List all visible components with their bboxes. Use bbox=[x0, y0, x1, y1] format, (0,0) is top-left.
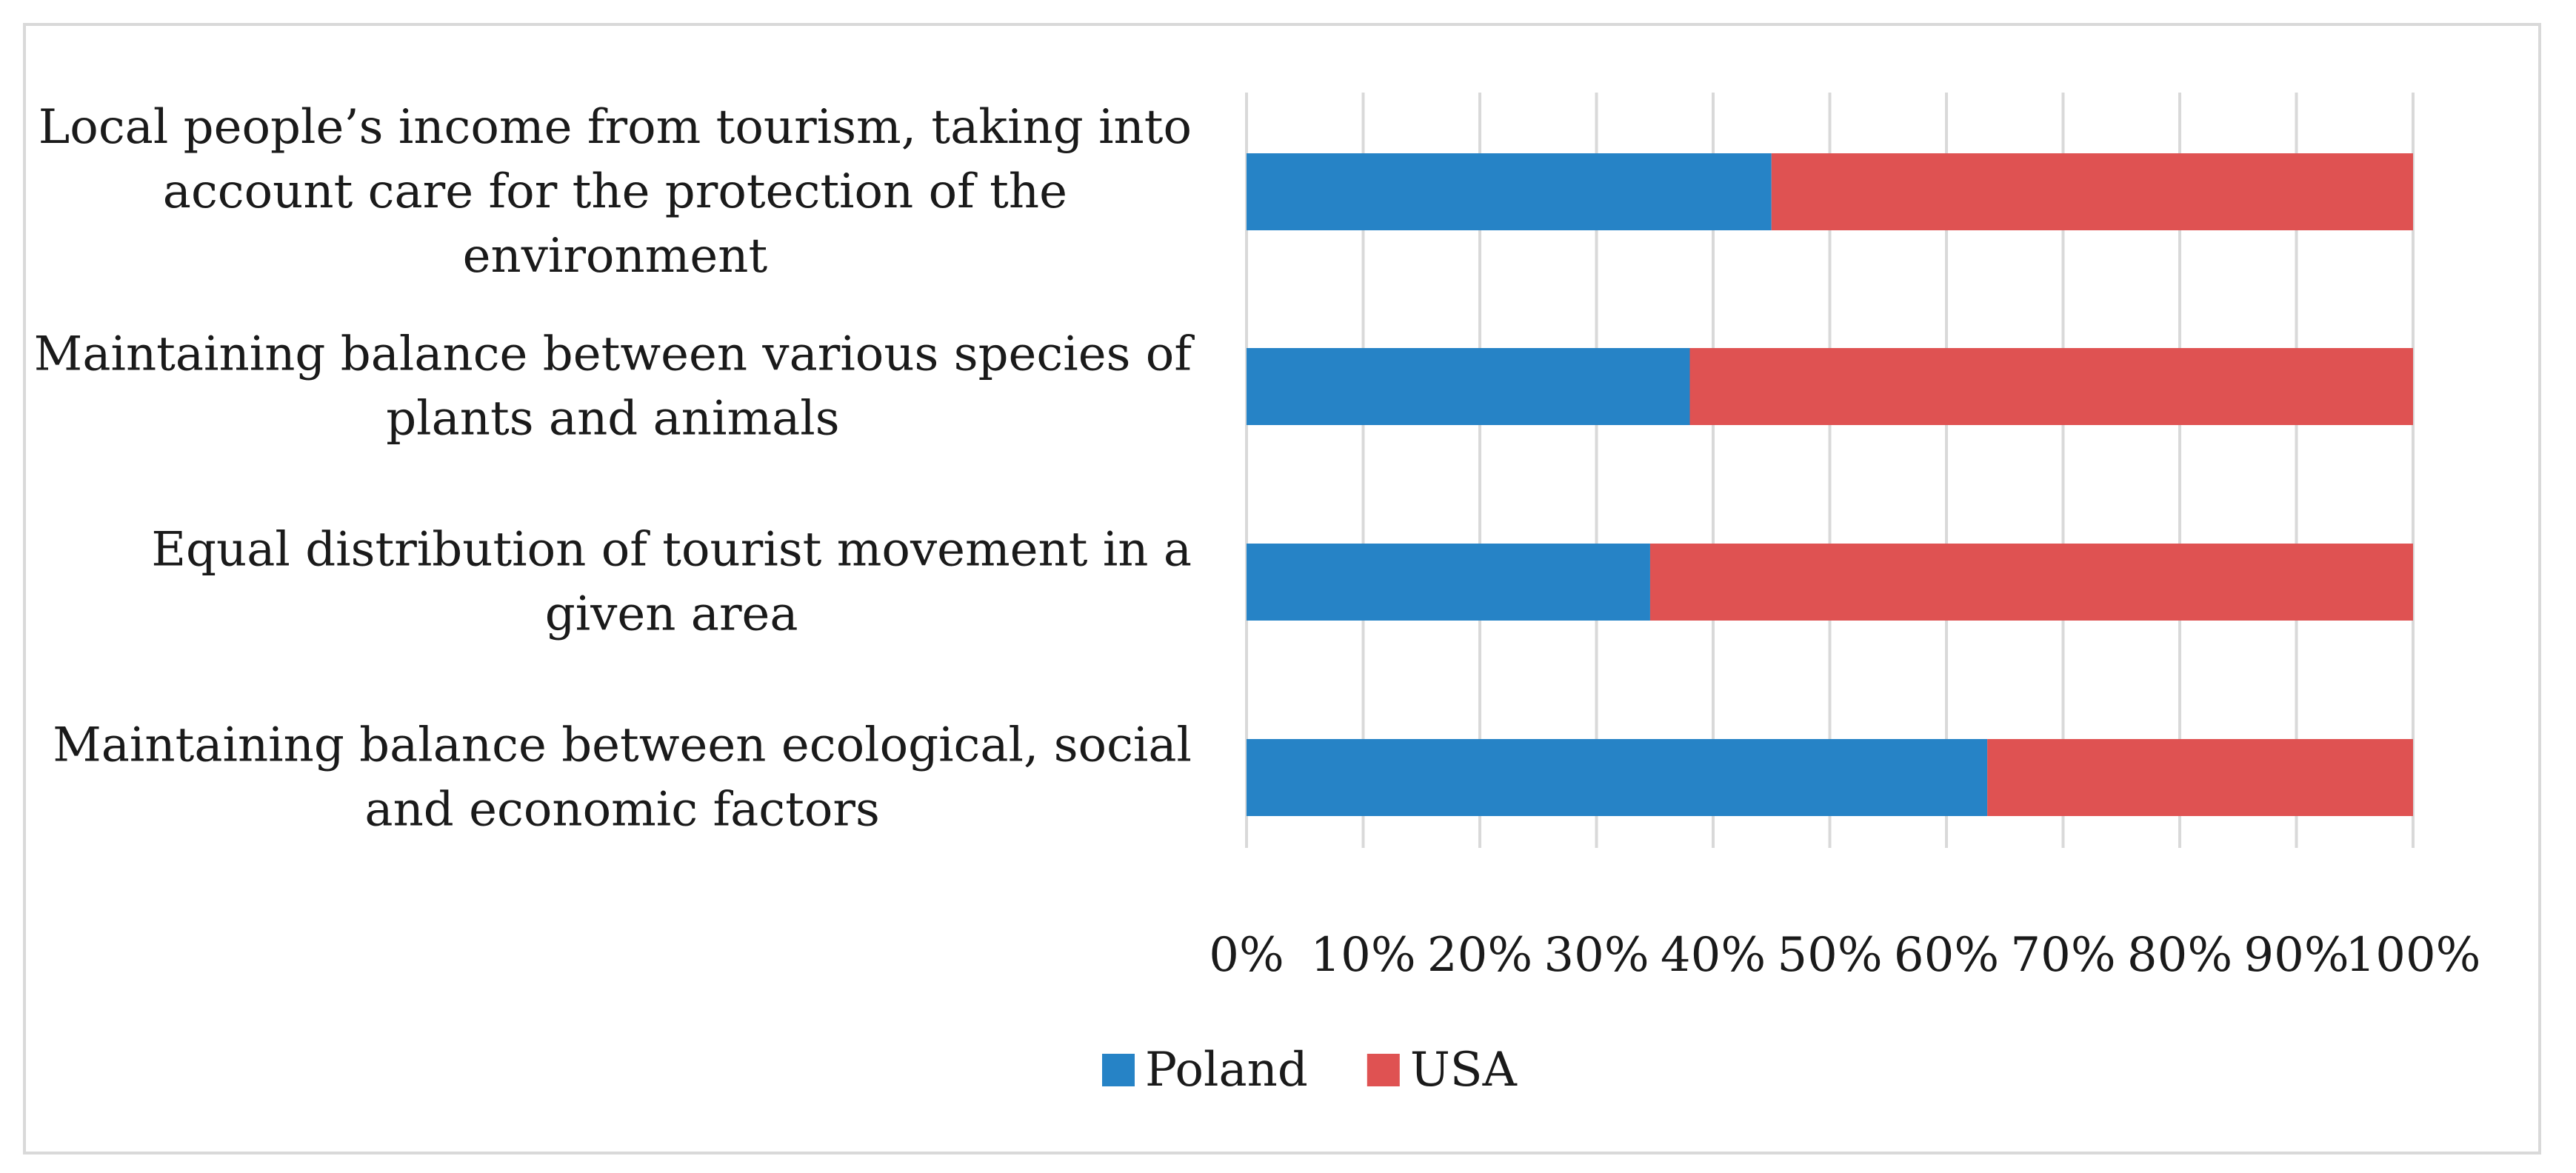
category-label-line: given area bbox=[545, 587, 798, 642]
chart-frame: Local people’s income from tourism, taki… bbox=[23, 23, 2541, 1154]
x-tick-label: 30% bbox=[1544, 928, 1649, 983]
category-label-line: Maintaining balance between ecological, … bbox=[53, 718, 1192, 773]
legend-swatch-poland bbox=[1102, 1054, 1135, 1086]
category-label-line: plants and animals bbox=[386, 392, 839, 447]
legend-label-usa: USA bbox=[1410, 1043, 1518, 1097]
bar-usa-2 bbox=[1689, 348, 2413, 425]
bar-poland-4 bbox=[1247, 739, 1988, 816]
bar-poland-2 bbox=[1247, 348, 1690, 425]
legend: Poland USA bbox=[1102, 1043, 1518, 1097]
x-tick-label: 60% bbox=[1894, 928, 1999, 983]
x-tick-label: 0% bbox=[1209, 928, 1284, 983]
x-tick-label: 100% bbox=[2346, 928, 2481, 983]
bars bbox=[1247, 153, 2413, 816]
x-tick-label: 70% bbox=[2010, 928, 2115, 983]
bar-usa-4 bbox=[1987, 739, 2413, 816]
category-label-line: environment bbox=[463, 229, 768, 284]
x-tick-label: 20% bbox=[1427, 928, 1532, 983]
legend-swatch-usa bbox=[1367, 1054, 1400, 1086]
category-label-line: Local people’s income from tourism, taki… bbox=[39, 100, 1192, 155]
legend-label-poland: Poland bbox=[1145, 1043, 1308, 1097]
category-label-line: account care for the protection of the bbox=[163, 164, 1067, 219]
x-tick-label: 10% bbox=[1310, 928, 1415, 983]
stacked-bar-chart: Local people’s income from tourism, taki… bbox=[34, 93, 2480, 1097]
category-label-line: and economic factors bbox=[364, 783, 879, 838]
category-label-line: Maintaining balance between various spec… bbox=[34, 327, 1195, 382]
x-tick-label: 50% bbox=[1777, 928, 1882, 983]
bar-poland-3 bbox=[1247, 544, 1650, 621]
bar-usa-3 bbox=[1649, 544, 2413, 621]
x-tick-label: 90% bbox=[2243, 928, 2349, 983]
x-tick-label: 80% bbox=[2127, 928, 2232, 983]
category-labels: Local people’s income from tourism, taki… bbox=[34, 100, 1195, 838]
x-tick-label: 40% bbox=[1661, 928, 1766, 983]
category-label-line: Equal distribution of tourist movement i… bbox=[151, 523, 1192, 578]
bar-poland-1 bbox=[1247, 153, 1772, 230]
bar-usa-1 bbox=[1771, 153, 2413, 230]
x-axis-tick-labels: 0% 10% 20% 30% 40% 50% 60% 70% 80% 90%100% bbox=[1209, 928, 2480, 983]
